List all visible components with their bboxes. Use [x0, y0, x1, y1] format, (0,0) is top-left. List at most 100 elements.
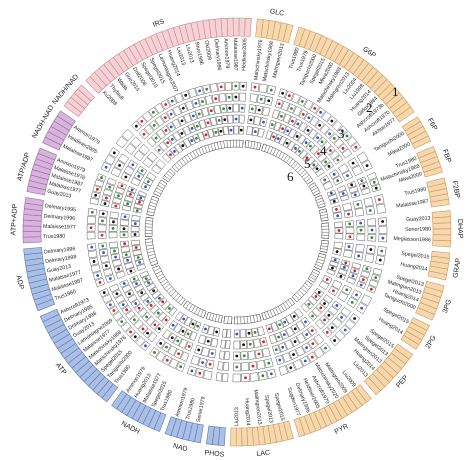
- track-dot: [305, 156, 309, 160]
- track-cell: [285, 326, 295, 337]
- track-cell: [256, 360, 266, 370]
- track-dot: [307, 116, 311, 120]
- inner-track-segment: [308, 182, 321, 197]
- track-cell: [356, 233, 366, 241]
- track-cell: [338, 268, 348, 276]
- tick-mark: [309, 184, 317, 189]
- track-cell: [110, 166, 122, 178]
- track-dot: [112, 309, 116, 312]
- track-dot: [164, 318, 168, 322]
- tick-mark: [256, 142, 259, 150]
- outer-ring-cell: [230, 427, 237, 447]
- track-cell: [188, 87, 197, 98]
- track-dot: [129, 192, 132, 196]
- track-dot: [129, 269, 133, 273]
- track-dot: [329, 191, 333, 195]
- track-cell: [223, 362, 230, 371]
- tick-mark: [200, 309, 204, 317]
- reference-label: Matschinsky1976: [253, 39, 264, 80]
- tick-mark: [320, 245, 328, 248]
- track-cell: [88, 250, 98, 259]
- outer-ring-cell: [56, 110, 76, 127]
- track-cell: [183, 113, 192, 124]
- track-dot: [123, 242, 127, 246]
- track-dot: [101, 244, 105, 248]
- tick-mark: [256, 314, 259, 322]
- tick-mark: [294, 294, 300, 300]
- track-cell: [360, 187, 371, 196]
- track-cell: [112, 197, 122, 205]
- tick-mark: [168, 170, 174, 176]
- track-cell: [103, 268, 114, 277]
- reference-label: Delmary1995: [44, 203, 76, 213]
- inner-track-segment: [152, 265, 186, 306]
- track-dot: [180, 131, 184, 135]
- track-dot: [229, 128, 233, 132]
- outer-ring-cell: [111, 390, 128, 410]
- track-dot: [325, 278, 329, 281]
- track-dot: [336, 179, 340, 183]
- track-cell: [288, 128, 297, 139]
- track-dot: [152, 123, 156, 127]
- tick-mark: [318, 255, 326, 259]
- track-cell: [287, 140, 296, 151]
- track-dot: [253, 85, 257, 89]
- outer-ring-cell: [220, 17, 229, 37]
- track-dot: [181, 329, 185, 333]
- track-dot: [304, 141, 308, 145]
- track-dot: [267, 361, 271, 365]
- track-cell: [240, 362, 249, 372]
- tick-mark: [176, 162, 182, 168]
- track-dot: [377, 198, 381, 201]
- outer-ring-cell: [432, 234, 452, 242]
- outer-ring-cell: [432, 228, 452, 236]
- track-cell: [284, 339, 294, 350]
- metabolite-label: F2BP: [450, 180, 460, 199]
- track-dot: [100, 233, 104, 237]
- outer-ring-cell: [23, 247, 43, 255]
- track-dot: [137, 306, 141, 310]
- track-dot: [311, 342, 315, 346]
- track-dot: [171, 323, 175, 327]
- track-dot: [114, 204, 118, 208]
- tick-mark: [290, 160, 296, 167]
- track-cell: [331, 120, 343, 132]
- track-cell: [157, 311, 167, 322]
- track-cell: [121, 284, 132, 294]
- tick-mark: [145, 241, 153, 243]
- tick-mark: [157, 184, 164, 189]
- track-dot: [205, 87, 209, 91]
- track-dot: [117, 194, 120, 198]
- track-cell: [293, 359, 304, 370]
- track-cell: [232, 103, 239, 113]
- track-cell: [342, 202, 353, 212]
- track-cell: [115, 136, 128, 149]
- track-dot: [95, 187, 99, 191]
- track-cell: [131, 239, 140, 246]
- reference-label: Delmary1996: [43, 213, 75, 222]
- track-dot: [353, 269, 357, 273]
- track-cell: [258, 83, 268, 94]
- tick-mark: [272, 308, 276, 316]
- track-dot: [345, 288, 349, 292]
- track-cell: [351, 165, 363, 177]
- tick-mark: [267, 145, 271, 153]
- track-cell: [329, 260, 339, 268]
- track-cell: [249, 93, 258, 103]
- track-cell: [151, 164, 162, 175]
- reference-label: Sener1979: [196, 396, 207, 423]
- track-dot: [209, 109, 213, 113]
- tick-mark: [189, 152, 194, 160]
- track-dot: [257, 352, 261, 356]
- track-cell: [203, 370, 213, 380]
- track-dot: [128, 292, 131, 296]
- track-cell: [226, 329, 232, 339]
- track-cell: [257, 326, 265, 336]
- outer-ring-cell: [411, 135, 432, 149]
- track-cell: [198, 119, 207, 130]
- track-cell: [132, 249, 142, 256]
- track-dot: [372, 180, 376, 184]
- track-cell: [372, 267, 383, 276]
- track-cell: [282, 113, 292, 124]
- track-cell: [139, 292, 150, 302]
